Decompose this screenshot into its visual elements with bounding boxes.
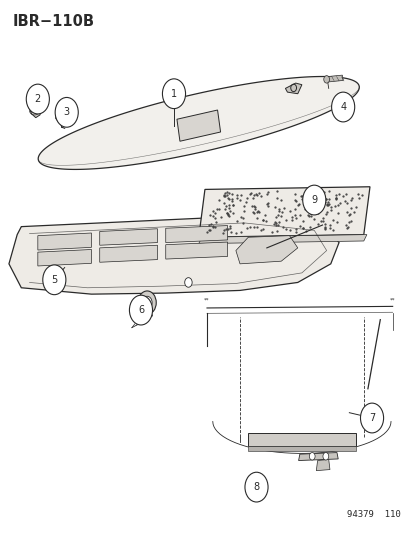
Circle shape <box>302 185 325 215</box>
Polygon shape <box>165 242 227 259</box>
Polygon shape <box>235 236 297 264</box>
Text: 1: 1 <box>171 88 177 99</box>
Polygon shape <box>298 453 337 461</box>
Polygon shape <box>165 225 227 243</box>
Text: 9: 9 <box>311 195 317 205</box>
Text: 5: 5 <box>51 275 57 285</box>
Text: 3: 3 <box>64 107 70 117</box>
Polygon shape <box>176 110 220 141</box>
Polygon shape <box>38 233 91 250</box>
Circle shape <box>244 472 268 502</box>
Circle shape <box>138 291 156 314</box>
Polygon shape <box>55 113 66 122</box>
Text: 6: 6 <box>138 305 144 315</box>
Text: 8: 8 <box>253 482 259 492</box>
Text: **: ** <box>204 297 209 302</box>
Circle shape <box>129 295 152 325</box>
Polygon shape <box>100 229 157 245</box>
Polygon shape <box>38 249 91 266</box>
Text: IBR−110B: IBR−110B <box>13 14 95 29</box>
Circle shape <box>55 98 78 127</box>
Polygon shape <box>38 77 358 169</box>
Circle shape <box>162 79 185 109</box>
Text: **: ** <box>389 297 394 302</box>
Circle shape <box>184 278 192 287</box>
Text: 94379  110: 94379 110 <box>347 510 400 519</box>
Polygon shape <box>198 187 369 237</box>
Polygon shape <box>285 83 301 94</box>
Polygon shape <box>325 75 342 82</box>
Text: 2: 2 <box>35 94 41 104</box>
Circle shape <box>26 84 49 114</box>
Polygon shape <box>198 235 366 244</box>
Circle shape <box>142 296 152 309</box>
Polygon shape <box>316 459 329 471</box>
Polygon shape <box>248 433 355 446</box>
Polygon shape <box>9 216 338 294</box>
Circle shape <box>360 403 383 433</box>
Circle shape <box>331 92 354 122</box>
Polygon shape <box>28 106 42 118</box>
Circle shape <box>309 453 314 460</box>
Circle shape <box>322 453 328 460</box>
Circle shape <box>43 265 66 295</box>
Polygon shape <box>100 245 157 262</box>
Polygon shape <box>248 446 355 451</box>
Text: 4: 4 <box>339 102 345 112</box>
Circle shape <box>323 76 329 83</box>
Text: 7: 7 <box>368 413 374 423</box>
Polygon shape <box>141 310 152 318</box>
